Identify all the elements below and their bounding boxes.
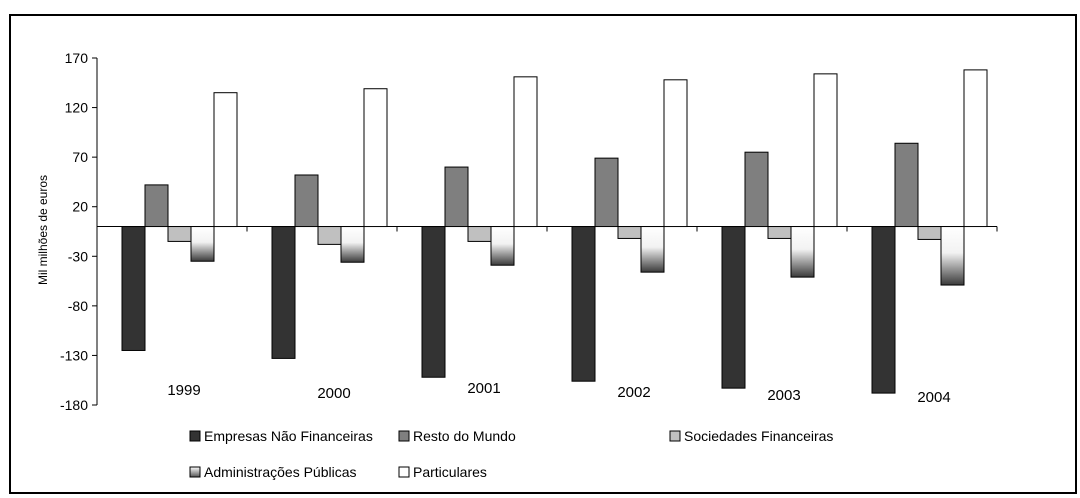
bar-particulares-2002 (663, 79, 688, 228)
bar-particulares-1999 (213, 92, 238, 228)
bar-administracoes-2002 (640, 226, 665, 273)
bar-sociedades-1999 (167, 226, 192, 242)
x-category-label: 2002 (617, 384, 650, 401)
chart-frame (9, 14, 1077, 494)
bar-empresas-2001 (421, 226, 446, 378)
bar-resto-mundo-2000 (294, 174, 319, 228)
bar-empresas-2000 (271, 226, 296, 359)
y-tick-label: 70 (72, 149, 88, 165)
x-category-label: 2000 (317, 385, 350, 402)
bar-particulares-2004 (963, 69, 988, 228)
bar-particulares-2003 (813, 73, 838, 228)
bar-empresas-1999 (121, 226, 146, 351)
bar-empresas-2004 (871, 226, 896, 394)
bar-resto-mundo-2001 (444, 166, 469, 228)
y-tick-label: 170 (65, 50, 89, 66)
bar-administracoes-2000 (340, 226, 365, 263)
legend-label-resto-mundo: Resto do Mundo (413, 428, 516, 444)
x-category-label: 2003 (767, 387, 800, 404)
y-axis-label: Mil milhões de euros (36, 175, 50, 285)
bar-sociedades-2003 (767, 226, 792, 239)
legend-label-particulares: Particulares (413, 464, 487, 480)
x-category-label: 2004 (917, 389, 950, 406)
legend-swatch-empresas (189, 430, 201, 442)
bar-resto-mundo-1999 (144, 184, 169, 228)
legend-swatch-resto-mundo (398, 430, 410, 442)
y-tick-label: -130 (60, 347, 88, 363)
legend-label-empresas: Empresas Não Financeiras (204, 428, 373, 444)
bar-sociedades-2004 (917, 226, 942, 240)
y-tick-label: -80 (68, 298, 88, 314)
bar-particulares-2001 (513, 76, 538, 228)
bar-administracoes-2003 (790, 226, 815, 278)
bar-resto-mundo-2003 (744, 151, 769, 228)
y-tick-label: -30 (68, 248, 88, 264)
bar-particulares-2000 (363, 88, 388, 228)
bar-sociedades-2001 (467, 226, 492, 242)
bar-empresas-2002 (571, 226, 596, 382)
tick-labels: 170 120 70 20 -30 -80 -130 -180 1999 2000 2001 2002… (60, 50, 951, 413)
x-category-label: 2001 (467, 380, 500, 397)
bar-resto-mundo-2002 (594, 157, 619, 228)
bar-sociedades-2000 (317, 226, 342, 245)
bars (121, 69, 988, 394)
y-tick-label: -180 (60, 397, 88, 413)
bar-administracoes-2004 (940, 226, 965, 286)
legend-swatch-administracoes (189, 466, 201, 478)
bar-administracoes-1999 (190, 226, 215, 262)
legend-swatch-sociedades (669, 430, 681, 442)
x-category-label: 1999 (167, 382, 200, 399)
legend-label-administracoes: Administrações Públicas (204, 464, 357, 480)
legend-label-sociedades: Sociedades Financeiras (684, 428, 833, 444)
bar-resto-mundo-2004 (894, 142, 919, 228)
y-tick-label: 20 (72, 199, 88, 215)
bar-sociedades-2002 (617, 226, 642, 239)
axes (92, 57, 998, 406)
bar-empresas-2003 (721, 226, 746, 389)
legend-swatch-particulares (398, 466, 410, 478)
bar-administracoes-2001 (490, 226, 515, 266)
y-tick-label: 120 (65, 100, 89, 116)
legend: Empresas Não Financeiras Resto do Mundo So… (189, 428, 833, 480)
